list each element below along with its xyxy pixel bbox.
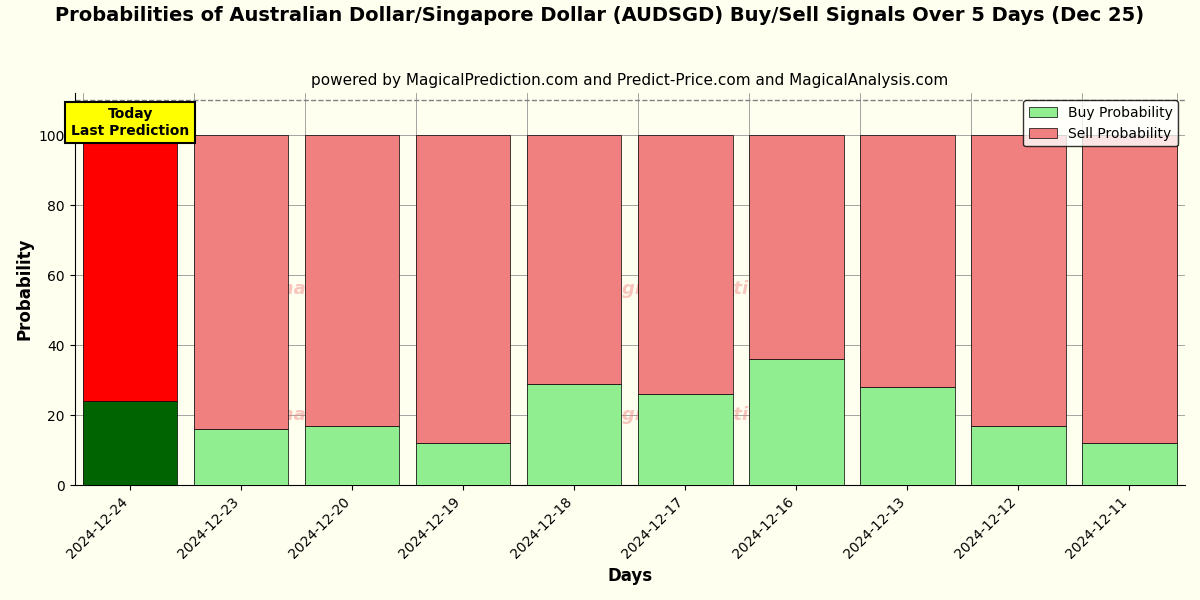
Bar xyxy=(194,136,288,429)
Bar xyxy=(860,387,955,485)
Text: MagicalPrediction.com: MagicalPrediction.com xyxy=(593,406,822,424)
Text: Today
Last Prediction: Today Last Prediction xyxy=(71,107,190,137)
Legend: Buy Probability, Sell Probability: Buy Probability, Sell Probability xyxy=(1024,100,1178,146)
Bar xyxy=(416,136,510,443)
Bar xyxy=(749,136,844,359)
Bar xyxy=(83,401,178,485)
Text: Probabilities of Australian Dollar/Singapore Dollar (AUDSGD) Buy/Sell Signals Ov: Probabilities of Australian Dollar/Singa… xyxy=(55,6,1145,25)
Text: MagicalPrediction.com: MagicalPrediction.com xyxy=(593,280,822,298)
Bar xyxy=(83,136,178,401)
Bar xyxy=(1082,443,1177,485)
Text: calAnalysis.com: calAnalysis.com xyxy=(238,406,400,424)
Bar xyxy=(194,429,288,485)
Bar xyxy=(638,136,732,394)
Bar xyxy=(638,394,732,485)
Bar xyxy=(527,136,622,384)
Text: calAnalysis.com: calAnalysis.com xyxy=(238,280,400,298)
Bar xyxy=(860,136,955,387)
Bar xyxy=(416,443,510,485)
Bar xyxy=(305,425,400,485)
Bar xyxy=(527,384,622,485)
Title: powered by MagicalPrediction.com and Predict-Price.com and MagicalAnalysis.com: powered by MagicalPrediction.com and Pre… xyxy=(311,73,948,88)
Bar xyxy=(749,359,844,485)
Bar xyxy=(971,136,1066,425)
Bar xyxy=(305,136,400,425)
Bar xyxy=(1082,136,1177,443)
X-axis label: Days: Days xyxy=(607,567,653,585)
Y-axis label: Probability: Probability xyxy=(16,238,34,340)
Bar xyxy=(971,425,1066,485)
